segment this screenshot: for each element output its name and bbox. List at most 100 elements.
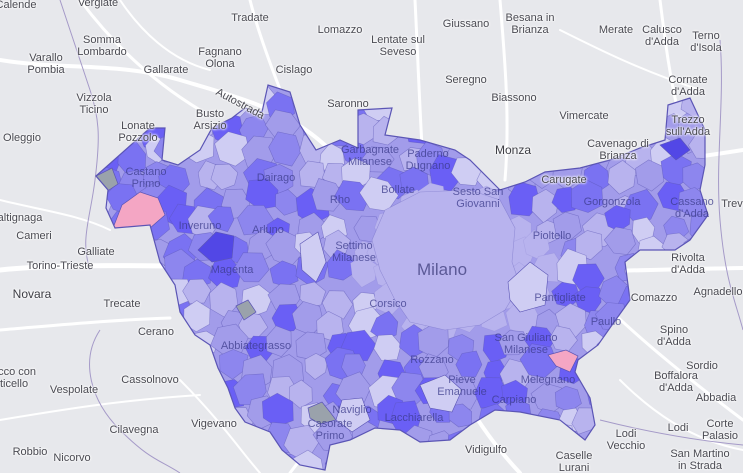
municipality-cell[interactable]	[546, 142, 577, 171]
label-inveruno: Inveruno	[178, 220, 222, 232]
municipality-cell[interactable]	[350, 256, 378, 288]
label-dairago: Dairago	[256, 172, 296, 184]
municipality-cell[interactable]	[92, 257, 124, 292]
municipality-cell[interactable]	[608, 92, 639, 125]
municipality-cell[interactable]	[469, 108, 505, 145]
label-san-martino: San Martino in Strada	[670, 448, 730, 472]
label-garbagnate: Garbagnate Milanese	[340, 144, 400, 168]
municipality-cell[interactable]	[168, 408, 194, 435]
municipality-cell[interactable]	[450, 110, 484, 145]
municipality-cell[interactable]	[335, 397, 371, 433]
municipality-cell[interactable]	[624, 86, 651, 118]
municipality-cell[interactable]	[373, 455, 408, 473]
label-cornate: Cornate d'Adda	[668, 74, 708, 98]
municipality-cell[interactable]	[552, 211, 582, 242]
municipality-cell[interactable]	[189, 359, 220, 387]
milano-cell[interactable]	[371, 189, 521, 331]
municipality-cell[interactable]	[631, 110, 665, 140]
label-pantigliate: Pantigliate	[534, 292, 586, 304]
municipality-cell[interactable]	[417, 448, 445, 473]
municipality-cell[interactable]	[455, 95, 486, 127]
label-casorate: Casorate Primo	[307, 418, 353, 442]
municipality-cell[interactable]	[235, 457, 267, 473]
label-vizzola: Vizzola Ticino	[76, 92, 112, 116]
municipality-cell[interactable]	[626, 450, 662, 473]
municipality-cell[interactable]	[455, 350, 483, 378]
municipality-cell[interactable]	[183, 300, 211, 333]
municipality-cell[interactable]	[214, 131, 251, 167]
municipality-cell[interactable]	[268, 131, 302, 167]
municipality-cell[interactable]	[507, 261, 549, 313]
municipality-cell[interactable]	[597, 454, 629, 473]
label-torino-trieste: Torino-Trieste	[26, 260, 94, 272]
label-robbio: Robbio	[12, 446, 48, 458]
municipality-cell[interactable]	[233, 252, 270, 283]
label-paullo: Paullo	[590, 316, 622, 328]
label-pioltello: Pioltello	[532, 230, 572, 242]
municipality-cell[interactable]	[188, 457, 213, 473]
municipality-cell[interactable]	[112, 448, 141, 473]
municipality-cell[interactable]	[612, 110, 644, 140]
label-abbiategrasso: Abbiategrasso	[220, 340, 292, 352]
municipality-cell[interactable]	[210, 163, 239, 191]
municipality-cell[interactable]	[423, 111, 459, 143]
municipality-cell[interactable]	[398, 450, 431, 473]
municipality-cell[interactable]	[609, 347, 638, 379]
municipality-cell[interactable]	[289, 379, 313, 409]
municipality-cell[interactable]	[139, 93, 170, 118]
municipality-cell[interactable]	[109, 86, 136, 117]
municipality-cell[interactable]	[635, 159, 665, 192]
municipality-cell[interactable]	[79, 345, 111, 383]
municipality-cell[interactable]	[221, 457, 248, 473]
label-abbadia: Abbadia	[695, 392, 737, 404]
municipality-cell[interactable]	[421, 86, 458, 122]
municipality-cell[interactable]	[101, 328, 142, 363]
municipality-cell[interactable]	[137, 456, 167, 473]
municipality-cell[interactable]	[86, 313, 112, 339]
municipality-cell[interactable]	[295, 81, 329, 114]
label-corte: Corte Palasio	[701, 418, 739, 442]
municipality-cell[interactable]	[182, 278, 212, 305]
municipality-cell[interactable]	[114, 229, 148, 258]
municipality-cell[interactable]	[519, 343, 559, 378]
label-busto: Busto Arsizio	[193, 108, 227, 132]
label-novara: Novara	[12, 287, 52, 301]
municipality-cell[interactable]	[346, 447, 375, 473]
municipality-cell[interactable]	[299, 231, 327, 283]
municipality-cell[interactable]	[498, 330, 530, 356]
municipality-cell[interactable]	[580, 357, 612, 384]
municipality-cell[interactable]	[183, 427, 212, 455]
municipality-cell[interactable]	[380, 432, 406, 458]
municipality-cell[interactable]	[197, 231, 235, 263]
municipality-cell[interactable]	[275, 189, 298, 216]
municipality-cell[interactable]	[520, 426, 550, 455]
label-biassono: Biassono	[491, 92, 537, 104]
municipality-cell[interactable]	[265, 325, 292, 357]
municipality-cell[interactable]	[209, 281, 239, 319]
label-trezzo: Trezzo sull'Adda	[665, 114, 711, 138]
pink-cell-melegnano[interactable]	[547, 349, 579, 373]
municipality-cell[interactable]	[207, 206, 235, 233]
municipality-cell[interactable]	[554, 385, 582, 413]
municipality-cell[interactable]	[571, 179, 604, 213]
municipality-cell[interactable]	[622, 371, 655, 410]
municipality-cell[interactable]	[419, 374, 463, 413]
label-binasco-naviglio: Naviglio	[332, 404, 372, 416]
label-ecco-con: ecco con	[0, 366, 37, 378]
municipality-cell[interactable]	[87, 450, 118, 473]
municipality-cell[interactable]	[161, 106, 196, 141]
municipality-cell[interactable]	[659, 137, 691, 161]
label-lacchiarella: Lacchiarella	[384, 412, 444, 424]
municipality-cell[interactable]	[522, 119, 550, 147]
label-besana: Besana in Brianza	[505, 12, 555, 36]
label-altignaga: altignaga	[0, 212, 43, 224]
municipality-cell[interactable]	[311, 178, 345, 212]
municipality-cell[interactable]	[299, 281, 327, 309]
municipality-cell[interactable]	[324, 115, 357, 147]
municipality-cell[interactable]	[232, 373, 267, 406]
gray-cell-abbiategrasso[interactable]	[235, 299, 257, 321]
label-magenta: Magenta	[210, 264, 254, 276]
label-varallo: Varallo Pombia	[27, 52, 65, 76]
